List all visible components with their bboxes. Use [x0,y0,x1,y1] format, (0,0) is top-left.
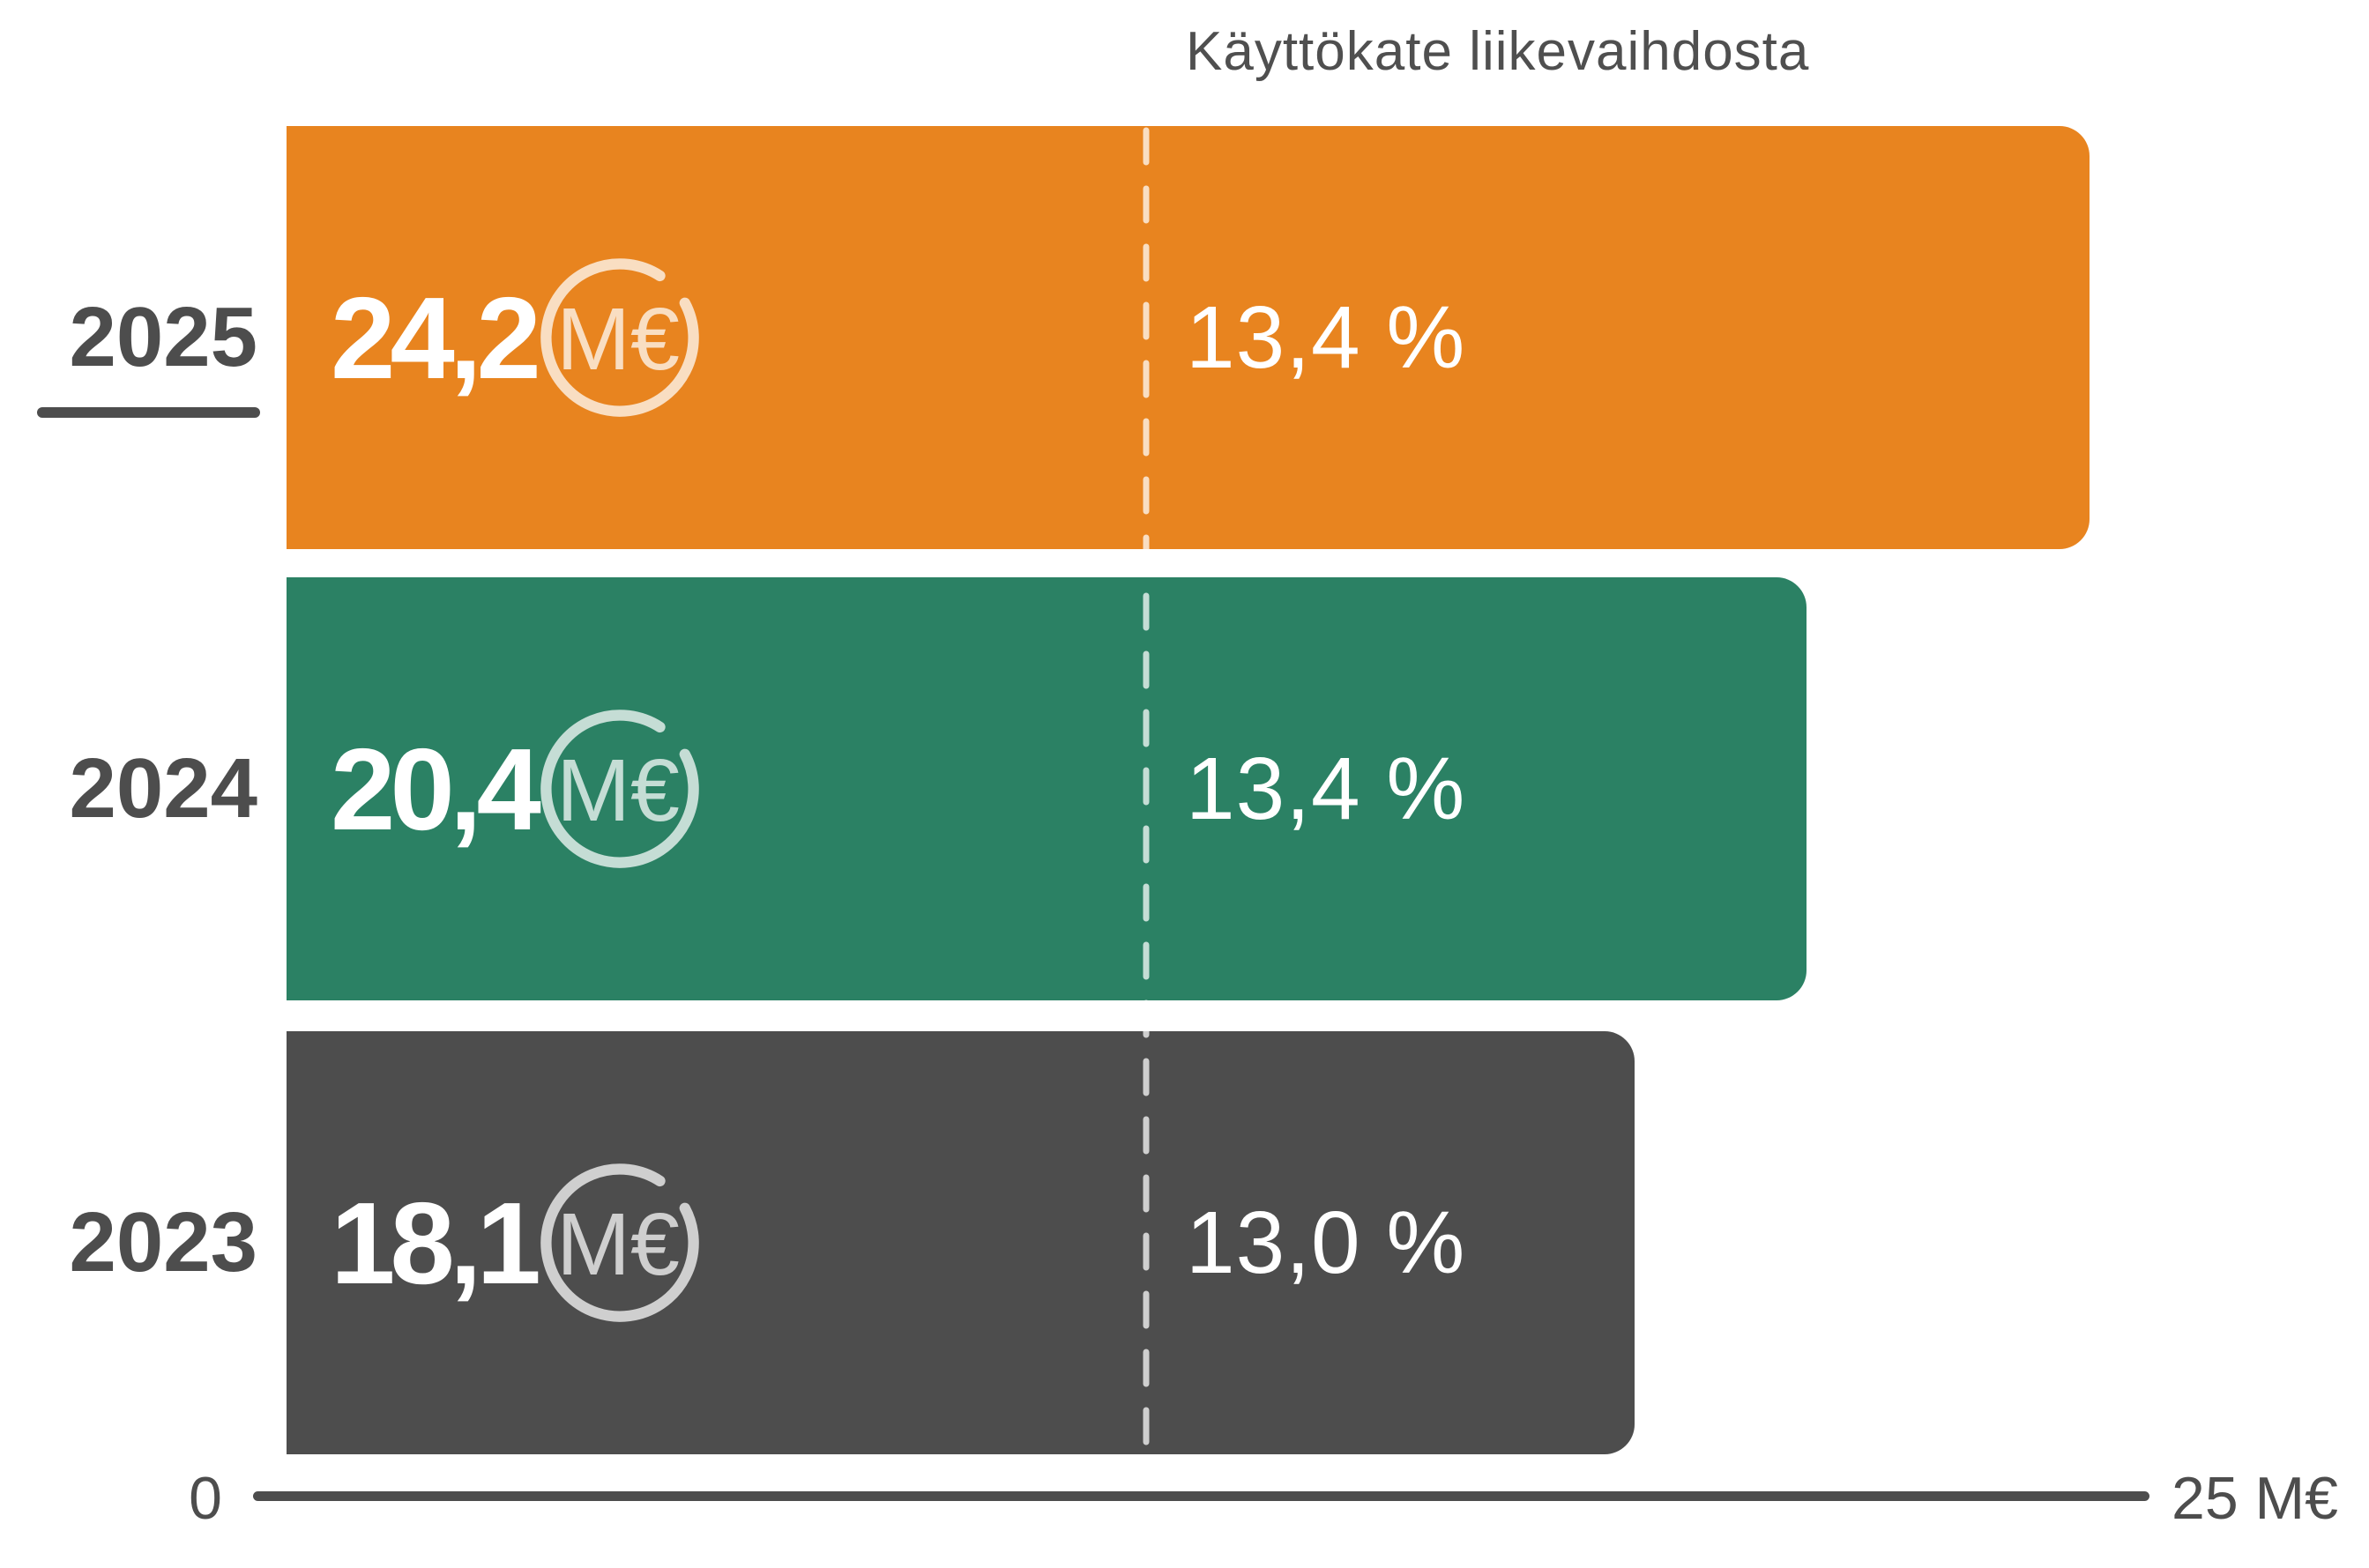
year-label-2025: 2025 [69,290,257,384]
bar-2023: 18,1 M€ 13,0 % [287,1031,1635,1454]
x-axis-zero-label: 0 [189,1465,222,1532]
svg-text:M€: M€ [556,1195,680,1294]
year-label-2024: 2024 [69,741,257,836]
bar-2024: 20,4 M€ 13,4 % [287,577,1807,1000]
bar-2025-value: 24,2 [331,272,541,403]
bar-2023-percent: 13,0 % [1186,1193,1466,1292]
bar-2023-value: 18,1 [331,1178,541,1308]
chart-title: Käyttökate liikevaihdosta [1186,21,1810,82]
reference-dashed-line [1143,127,1150,1453]
x-axis-max-label: 25 M€ [2172,1465,2338,1532]
year-label-2023: 2023 [69,1195,257,1289]
svg-text:M€: M€ [556,290,680,389]
year-2025-underline [37,407,260,418]
million-euro-circle-icon: M€ [540,258,699,417]
bar-2025: 24,2 M€ 13,4 % [287,126,2090,549]
bar-2025-percent: 13,4 % [1186,287,1466,387]
svg-text:M€: M€ [556,741,680,840]
bar-2024-percent: 13,4 % [1186,739,1466,838]
bar-2024-value: 20,4 [331,724,541,854]
million-euro-circle-icon: M€ [540,710,699,868]
x-axis-line [253,1491,2149,1501]
million-euro-circle-icon: M€ [540,1163,699,1322]
